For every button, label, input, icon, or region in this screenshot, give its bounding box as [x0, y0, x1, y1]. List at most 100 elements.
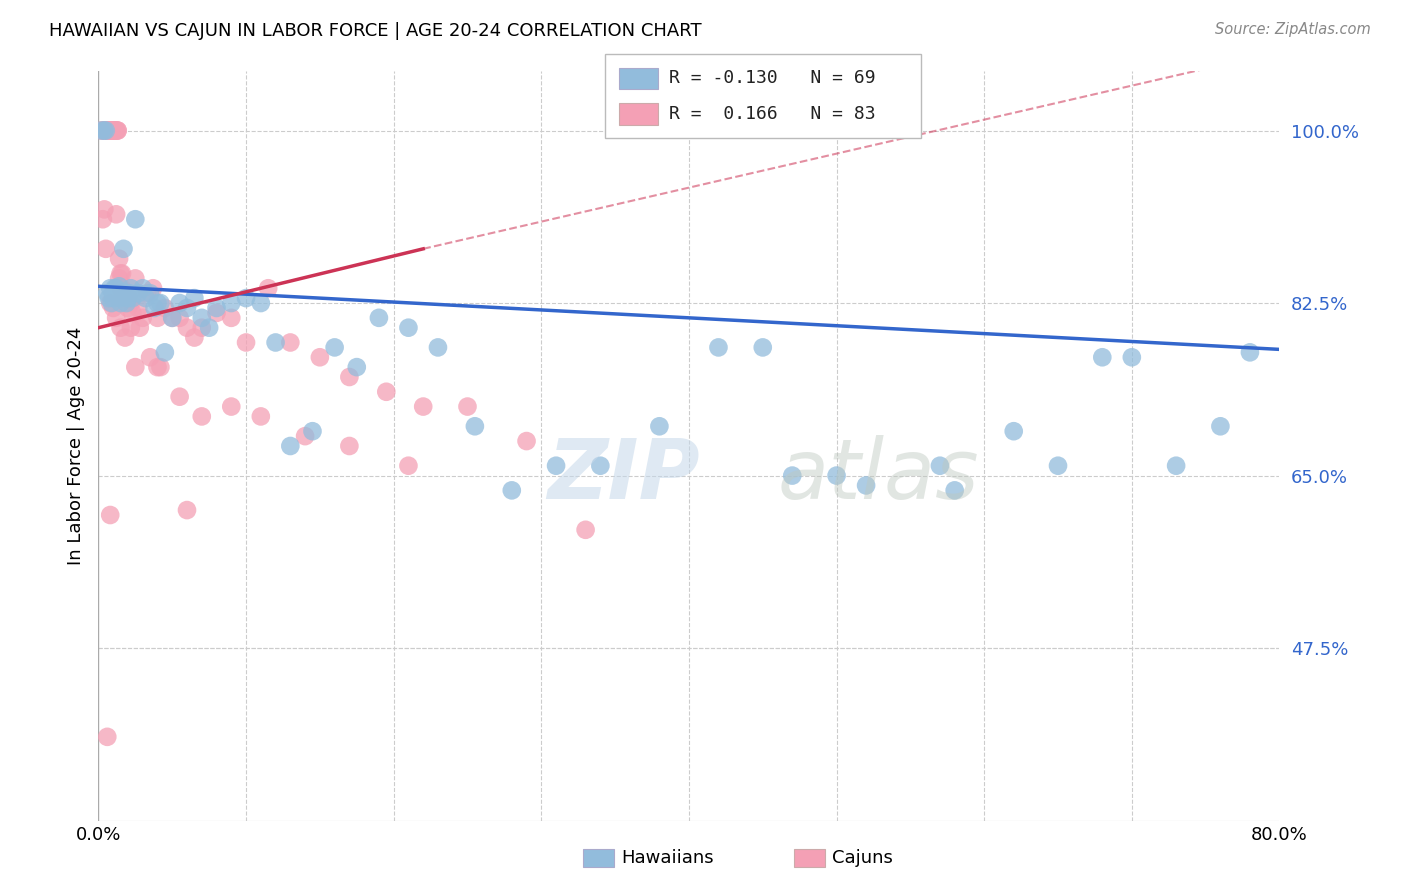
Point [111, 286, 134, 301]
Point [97, 291, 120, 305]
Point [346, 360, 368, 375]
Point [114, 291, 136, 305]
Point [100, 123, 122, 137]
Point [93, 202, 115, 217]
Point [280, 439, 302, 453]
Point [97, 123, 120, 137]
Point [94, 123, 117, 137]
Point [457, 400, 479, 414]
Point [104, 281, 127, 295]
Point [127, 286, 149, 301]
Point [120, 320, 142, 334]
Point [339, 370, 361, 384]
Point [110, 267, 132, 281]
Point [169, 390, 191, 404]
Point [825, 468, 848, 483]
Point [96, 123, 118, 137]
Point [121, 306, 143, 320]
Point [120, 296, 142, 310]
Point [103, 123, 125, 137]
Point [110, 281, 132, 295]
Point [111, 267, 134, 281]
Point [323, 340, 346, 354]
Point [375, 384, 398, 399]
Point [183, 291, 205, 305]
Point [339, 439, 361, 453]
Point [98, 123, 121, 137]
Point [464, 419, 486, 434]
Point [94, 123, 117, 137]
Point [398, 320, 420, 334]
Point [1046, 458, 1070, 473]
Point [117, 301, 139, 315]
Point [93, 123, 115, 137]
Point [139, 351, 162, 365]
Point [235, 335, 257, 350]
Point [128, 320, 150, 334]
Point [103, 286, 125, 301]
Point [301, 424, 323, 438]
Point [176, 301, 198, 315]
Point [124, 271, 146, 285]
Point [127, 301, 149, 315]
Point [105, 123, 128, 137]
Text: atlas: atlas [778, 435, 979, 516]
Point [191, 409, 214, 424]
Y-axis label: In Labor Force | Age 20-24: In Labor Force | Age 20-24 [66, 326, 84, 566]
Text: R = -0.130   N = 69: R = -0.130 N = 69 [669, 70, 876, 87]
Point [91, 123, 114, 137]
Point [91, 212, 114, 227]
Point [103, 291, 125, 305]
Point [855, 478, 877, 492]
Point [257, 281, 280, 295]
Point [398, 458, 420, 473]
Point [149, 296, 172, 310]
Point [100, 123, 122, 137]
Point [115, 296, 138, 310]
Point [105, 281, 128, 295]
Point [117, 291, 139, 305]
Point [90, 123, 112, 137]
Point [98, 296, 121, 310]
Point [546, 458, 568, 473]
Point [176, 320, 198, 334]
Point [1091, 351, 1114, 365]
Point [146, 296, 169, 310]
Point [707, 340, 730, 354]
Point [139, 286, 162, 301]
Point [103, 123, 125, 137]
Text: R =  0.166   N = 83: R = 0.166 N = 83 [669, 105, 876, 123]
Text: ZIP: ZIP [547, 435, 700, 516]
Point [110, 296, 132, 310]
Point [198, 320, 221, 334]
Point [176, 503, 198, 517]
Point [1239, 345, 1261, 359]
Point [118, 291, 141, 305]
Point [111, 281, 134, 295]
Point [132, 310, 155, 325]
Point [221, 296, 243, 310]
Point [153, 301, 176, 315]
Point [105, 123, 128, 137]
Point [104, 123, 127, 137]
Point [124, 360, 146, 375]
Point [264, 335, 287, 350]
Point [427, 340, 450, 354]
Point [280, 335, 302, 350]
Point [94, 242, 117, 256]
Point [169, 310, 191, 325]
Point [169, 296, 191, 310]
Point [98, 123, 121, 137]
Point [1121, 351, 1143, 365]
Point [412, 400, 434, 414]
Point [136, 286, 159, 301]
Point [93, 123, 115, 137]
Point [103, 123, 125, 137]
Point [108, 271, 131, 285]
Point [294, 429, 316, 443]
Point [153, 345, 176, 359]
Point [191, 320, 214, 334]
Point [107, 286, 129, 301]
Point [107, 123, 129, 137]
Point [103, 301, 125, 315]
